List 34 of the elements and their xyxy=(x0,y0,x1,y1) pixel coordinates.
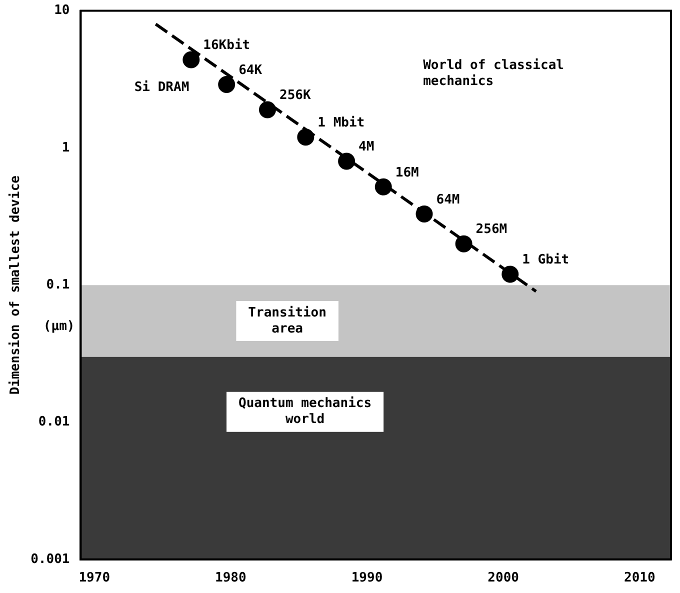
y-axis-title: Dimension of smallest device xyxy=(8,175,24,395)
point xyxy=(502,266,519,283)
series-label: Si DRAM xyxy=(134,80,190,96)
point xyxy=(455,235,472,252)
y-tick-label: 0.1 xyxy=(46,277,70,292)
annotation: 1 Gbit xyxy=(522,252,570,268)
text: (μm) xyxy=(43,318,75,334)
y-tick-label: 10 xyxy=(54,3,70,18)
annotation: 16M xyxy=(395,165,420,180)
point xyxy=(218,76,236,94)
annotation: 256K xyxy=(279,88,311,104)
point xyxy=(374,178,392,196)
point xyxy=(258,101,276,118)
annotation: 64K xyxy=(238,62,262,78)
x-tick-label: 1990 xyxy=(351,570,383,586)
y-tick-label: 0.001 xyxy=(30,552,70,567)
point xyxy=(297,128,314,146)
point xyxy=(182,51,200,68)
point xyxy=(416,205,433,222)
x-tick-label: 1980 xyxy=(215,570,247,586)
annotation: 4M xyxy=(358,140,374,155)
x-tick-label: 2010 xyxy=(624,570,656,586)
annotation: World of classical mechanics xyxy=(423,58,564,90)
annotation: 256M xyxy=(476,222,508,238)
band-label: Quantum mechanics world xyxy=(238,396,372,428)
x-tick-label: 2000 xyxy=(488,570,520,586)
y-tick-label: 0.01 xyxy=(38,414,70,430)
x-tick-label: 1970 xyxy=(78,570,110,586)
annotation: 16Kbit xyxy=(203,38,250,54)
annotation: 1 Mbit xyxy=(318,115,365,130)
annotation: 64M xyxy=(436,192,460,208)
point xyxy=(338,152,356,170)
band-label: Transition area xyxy=(248,305,326,336)
y-tick-label: 1 xyxy=(62,140,70,156)
